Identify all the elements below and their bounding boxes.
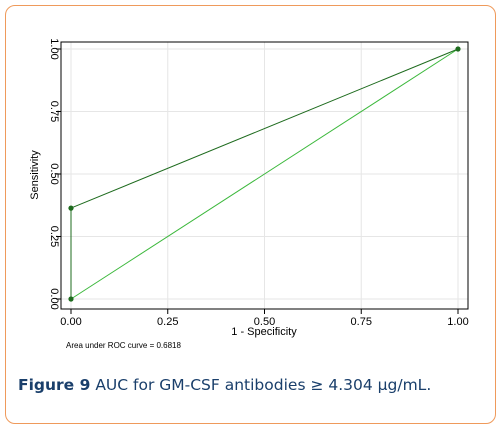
caption-label: Figure 9 — [18, 376, 91, 394]
roc-point-marker — [455, 46, 461, 52]
x-tick-label: 1.00 — [447, 316, 468, 328]
caption-text: AUC for GM-CSF antibodies ≥ 4.304 µg/mL. — [95, 376, 432, 394]
y-tick-label: 0.75 — [48, 101, 60, 122]
reference-diagonal-line — [70, 48, 459, 300]
figure-caption: Figure 9 AUC for GM-CSF antibodies ≥ 4.3… — [18, 376, 431, 394]
figure-frame — [5, 5, 496, 424]
x-axis-ticks: 0.00 0.25 0.50 0.75 1.00 — [60, 309, 469, 328]
y-tick-label: 1.00 — [48, 38, 60, 59]
auc-annotation: Area under ROC curve = 0.6818 — [66, 341, 182, 350]
y-tick-label: 0.25 — [48, 226, 60, 247]
y-axis-ticks: 0.00 0.25 0.50 0.75 1.00 — [48, 38, 61, 310]
roc-point-marker — [68, 296, 74, 302]
y-tick-label: 0.50 — [48, 163, 60, 184]
roc-point-marker — [68, 205, 74, 211]
x-axis-title: 1 - Specificity — [231, 326, 297, 338]
y-axis-title: Sensitivity — [29, 150, 41, 200]
x-tick-label: 0.50 — [254, 316, 275, 328]
x-tick-label: 0.25 — [157, 316, 178, 328]
x-tick-label: 0.00 — [60, 316, 81, 328]
x-tick-label: 0.75 — [351, 316, 372, 328]
series-layer — [68, 46, 461, 302]
y-tick-label: 0.00 — [48, 288, 60, 309]
